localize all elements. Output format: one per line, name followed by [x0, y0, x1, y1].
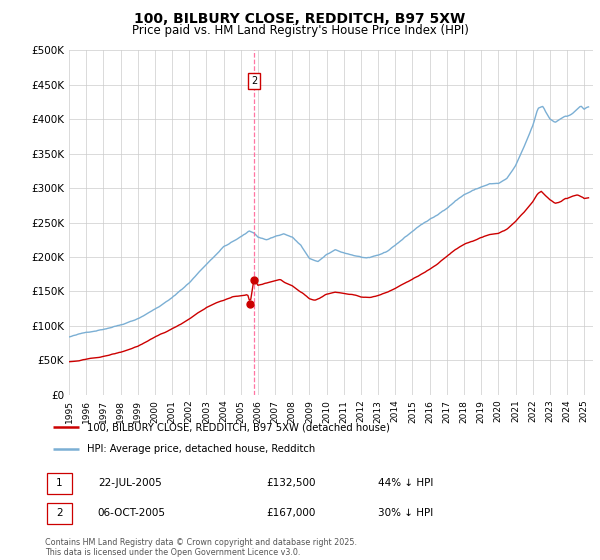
Text: 100, BILBURY CLOSE, REDDITCH, B97 5XW (detached house): 100, BILBURY CLOSE, REDDITCH, B97 5XW (d… [87, 422, 390, 432]
Text: 44% ↓ HPI: 44% ↓ HPI [377, 478, 433, 488]
Text: £132,500: £132,500 [267, 478, 316, 488]
Text: £167,000: £167,000 [267, 508, 316, 518]
Text: 100, BILBURY CLOSE, REDDITCH, B97 5XW: 100, BILBURY CLOSE, REDDITCH, B97 5XW [134, 12, 466, 26]
Text: 1: 1 [56, 478, 62, 488]
Text: 22-JUL-2005: 22-JUL-2005 [98, 478, 161, 488]
Text: Price paid vs. HM Land Registry's House Price Index (HPI): Price paid vs. HM Land Registry's House … [131, 24, 469, 36]
Text: 2: 2 [251, 76, 257, 86]
Bar [47, 473, 72, 493]
Bar [47, 503, 72, 524]
Text: 2: 2 [56, 508, 62, 518]
Text: HPI: Average price, detached house, Redditch: HPI: Average price, detached house, Redd… [87, 444, 316, 454]
Text: 06-OCT-2005: 06-OCT-2005 [98, 508, 166, 518]
Text: Contains HM Land Registry data © Crown copyright and database right 2025.
This d: Contains HM Land Registry data © Crown c… [45, 538, 357, 557]
Text: 30% ↓ HPI: 30% ↓ HPI [377, 508, 433, 518]
